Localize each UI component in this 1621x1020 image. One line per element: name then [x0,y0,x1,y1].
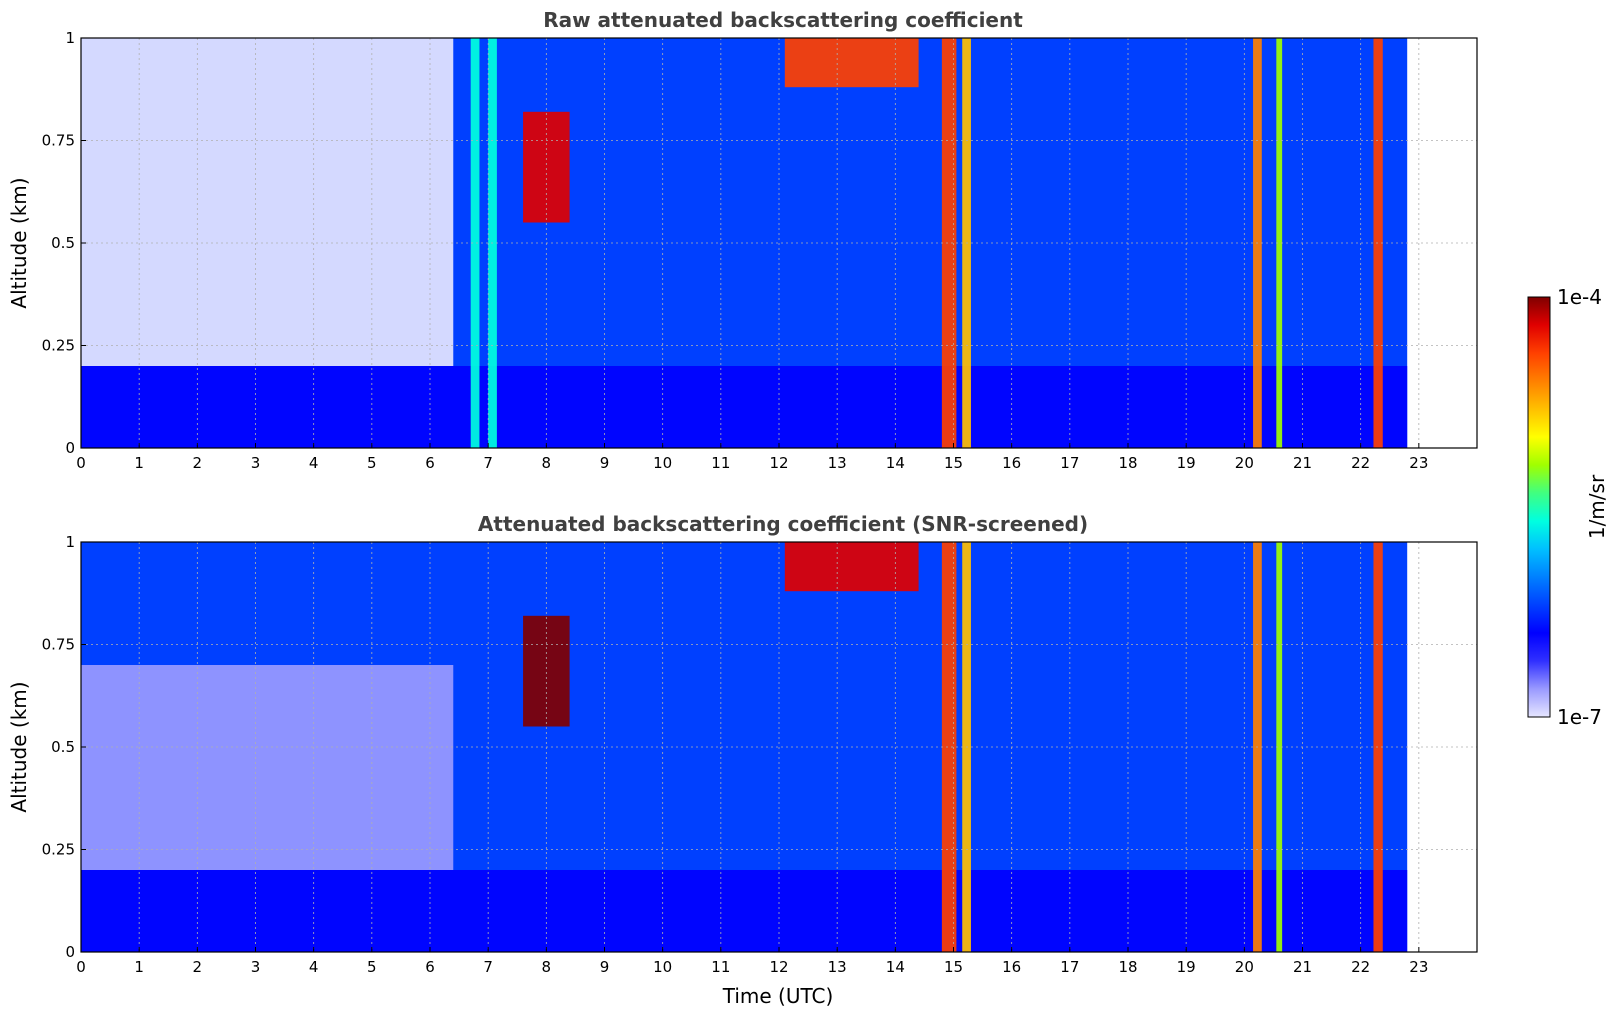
y-tick-labels: 0 0.25 0.5 0.75 1 [42,533,86,961]
x-tick-label: 23 [1409,454,1428,472]
x-tick-label: 14 [886,454,905,472]
grid-lines [81,542,1477,952]
x-tick-label: 9 [600,958,610,976]
y-tick-label: 0.25 [42,841,75,859]
x-tick-label: 15 [944,958,963,976]
x-tick-label: 4 [309,454,319,472]
x-tick-label: 11 [711,958,730,976]
x-tick-labels: 0 1 2 3 4 5 6 7 8 9 10 11 12 13 14 15 16 17 18 19 20 21 22 23 [76,443,1428,472]
colorbar-min-label: 1e-7 [1557,705,1602,729]
colorbar-unit-label: 1/m/sr [1585,474,1609,539]
x-tick-label: 3 [251,454,261,472]
x-tick-label: 19 [1177,454,1196,472]
x-tick-label: 16 [1002,454,1021,472]
heatmap-feature [81,38,454,366]
x-tick-label: 17 [1060,958,1079,976]
x-tick-label: 21 [1293,454,1312,472]
y-tick-label: 1 [65,29,75,47]
panel-title: Raw attenuated backscattering coefficien… [543,8,1023,32]
grid-lines [81,38,1477,448]
panel-screened: Attenuated backscattering coefficient (S… [7,512,1478,1008]
heatmap-feature [784,542,919,592]
heatmap-feature [941,542,957,952]
heatmap-feature [1276,38,1283,448]
x-tick-label: 6 [425,454,435,472]
panel-title: Attenuated backscattering coefficient (S… [478,512,1088,536]
x-tick-label: 22 [1351,958,1370,976]
x-tick-label: 3 [251,958,261,976]
x-tick-labels: 0 1 2 3 4 5 6 7 8 9 10 11 12 13 14 15 16 17 18 19 20 21 22 23 [76,947,1428,976]
x-tick-label: 6 [425,958,435,976]
heatmap-feature [1373,38,1383,448]
x-tick-label: 2 [193,958,203,976]
x-tick-label: 1 [134,454,144,472]
x-tick-label: 10 [653,958,672,976]
x-tick-label: 20 [1235,454,1254,472]
plot-area [81,542,1408,952]
x-axis-label: Time (UTC) [722,984,834,1008]
x-tick-label: 4 [309,958,319,976]
y-tick-label: 0 [65,439,75,457]
y-axis-label: Altitude (km) [7,177,31,308]
x-tick-label: 8 [542,958,552,976]
x-tick-label: 11 [711,454,730,472]
x-tick-label: 15 [944,454,963,472]
x-tick-label: 10 [653,454,672,472]
y-tick-label: 0.75 [42,132,75,150]
x-tick-label: 13 [828,454,847,472]
x-tick-label: 0 [76,958,86,976]
y-tick-label: 0.5 [51,738,75,756]
heatmap-feature [1373,542,1383,952]
colorbar-bar [1527,296,1551,718]
x-tick-label: 12 [769,454,788,472]
y-tick-label: 1 [65,533,75,551]
heatmap-feature [784,38,919,88]
x-tick-label: 7 [483,958,493,976]
panel-raw: Raw attenuated backscattering coefficien… [7,8,1478,472]
y-axis-label: Altitude (km) [7,681,31,812]
colorbar: 1e-4 1e-7 1/m/sr [1527,285,1609,729]
x-tick-label: 19 [1177,958,1196,976]
heatmap-feature [941,38,957,448]
x-tick-label: 9 [600,454,610,472]
x-tick-label: 5 [367,454,377,472]
x-tick-label: 2 [193,454,203,472]
x-tick-label: 23 [1409,958,1428,976]
colorbar-max-label: 1e-4 [1557,285,1602,309]
heatmap-feature [81,366,1408,448]
x-tick-label: 14 [886,958,905,976]
x-tick-label: 22 [1351,454,1370,472]
heatmap-feature [81,665,454,870]
x-tick-label: 1 [134,958,144,976]
x-tick-label: 20 [1235,958,1254,976]
x-tick-label: 18 [1118,958,1137,976]
y-tick-label: 0.75 [42,636,75,654]
x-tick-label: 12 [769,958,788,976]
x-tick-label: 17 [1060,454,1079,472]
x-tick-label: 5 [367,958,377,976]
x-tick-label: 21 [1293,958,1312,976]
x-tick-label: 0 [76,454,86,472]
y-tick-label: 0 [65,943,75,961]
y-tick-label: 0.5 [51,234,75,252]
heatmap-feature [1276,542,1283,952]
y-tick-labels: 0 0.25 0.5 0.75 1 [42,29,86,457]
x-tick-label: 13 [828,958,847,976]
x-tick-label: 16 [1002,958,1021,976]
x-tick-label: 7 [483,454,493,472]
heatmap-feature [470,38,480,448]
x-tick-label: 8 [542,454,552,472]
x-tick-label: 18 [1118,454,1137,472]
plot-area [81,38,1408,448]
y-tick-label: 0.25 [42,337,75,355]
heatmap-feature [81,870,1408,952]
